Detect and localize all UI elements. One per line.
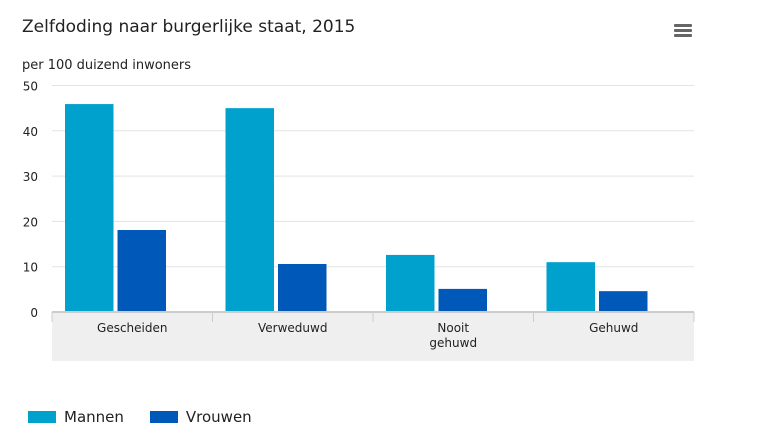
legend: Mannen Vrouwen [28,408,252,426]
y-tick-label: 40 [23,125,38,139]
y-tick-label: 20 [23,215,38,229]
x-tick-label: Nooit [437,321,469,335]
bar-mannen [65,104,114,312]
y-tick-label: 50 [23,80,38,94]
legend-item-vrouwen[interactable]: Vrouwen [149,408,252,426]
bar-mannen [386,254,435,312]
x-tick-label: gehuwd [429,336,477,350]
bar-vrouwen [278,263,327,312]
y-tick-label: 30 [23,170,38,184]
y-tick-label: 0 [30,306,38,320]
bar-mannen [225,108,274,313]
legend-label: Mannen [64,408,124,426]
bar-vrouwen [599,291,648,312]
legend-swatch [149,411,178,423]
legend-swatch [28,411,56,423]
chart-title: Zelfdoding naar burgerlijke staat, 2015 [22,17,356,37]
bar-mannen [546,262,595,312]
y-tick-label: 10 [23,261,38,275]
legend-label: Vrouwen [185,408,252,426]
y-axis-label: per 100 duizend inwoners [22,58,192,73]
x-tick-label: Gescheiden [97,321,167,335]
bar-vrouwen [438,288,487,312]
bar-vrouwen [117,230,166,312]
x-tick-label: Gehuwd [589,321,638,335]
hamburger-menu-icon[interactable] [674,24,692,40]
legend-item-mannen[interactable]: Mannen [28,408,124,426]
x-tick-label: Verweduwd [258,321,327,335]
